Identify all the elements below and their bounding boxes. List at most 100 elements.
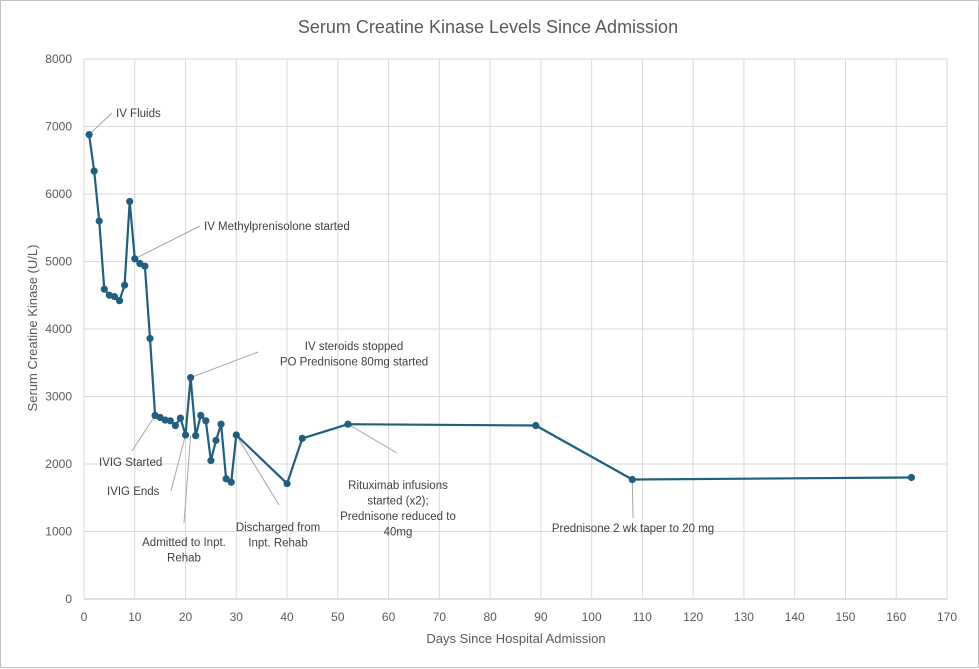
data-point: [141, 262, 149, 270]
data-point: [176, 414, 185, 422]
data-point: [171, 421, 179, 430]
data-point: [166, 417, 174, 425]
annotation-label: Admitted to Inpt. Rehab: [142, 537, 226, 565]
series-line: [88, 134, 912, 485]
annotation-line: Discharged from: [236, 522, 320, 534]
y-tick-label: 0: [65, 592, 72, 606]
x-tick-label: 80: [483, 610, 497, 624]
y-tick-label: 4000: [45, 322, 72, 336]
annotation-label: IV Fluids: [116, 108, 161, 120]
annotation-label: IV Methylprenisolone started: [204, 221, 350, 233]
data-point: [187, 374, 195, 382]
annotations: IV Fluids IV Methylprenisolone started IV …: [99, 108, 714, 565]
data-point: [146, 334, 154, 343]
annotation-line: Rehab: [167, 553, 201, 565]
annotation-leader: [88, 112, 113, 135]
annotation-line: Rituximab infusions: [348, 480, 448, 492]
data-point: [344, 420, 352, 428]
annotation-leader: [190, 351, 259, 379]
y-axis-title: Serum Creatine Kinase (U/L): [25, 245, 40, 412]
annotation-leaders: [88, 112, 634, 524]
annotation-leader: [631, 479, 634, 519]
data-point: [232, 431, 240, 439]
data-series: [85, 131, 916, 488]
x-tick-label: 90: [534, 610, 548, 624]
annotation-line: started (x2);: [367, 496, 428, 508]
x-tick-label: 130: [734, 610, 754, 624]
annotation-leader: [235, 434, 280, 506]
y-tick-labels: 0 1000 2000 3000 4000 5000 6000 7000 8000: [45, 52, 72, 606]
annotation-label: IVIG Ends: [107, 486, 160, 498]
data-point: [532, 421, 540, 430]
chart-title: Serum Creatine Kinase Levels Since Admis…: [298, 17, 678, 37]
data-point: [197, 411, 205, 419]
x-tick-label: 0: [81, 610, 88, 624]
annotation-line: IV Methylprenisolone started: [204, 221, 350, 233]
x-tick-labels: 0 10 20 30 40 50 60 70 80 90 100 110 120 130 140 150 160…: [81, 610, 958, 624]
x-axis-title: Days Since Hospital Admission: [426, 631, 605, 646]
x-tick-label: 20: [179, 610, 193, 624]
y-tick-label: 3000: [45, 390, 72, 404]
data-point: [126, 197, 134, 206]
x-tick-label: 160: [886, 610, 906, 624]
data-point: [217, 420, 225, 428]
y-tick-label: 5000: [45, 255, 72, 269]
annotation-label: Rituximab infusions started (x2); Predniso…: [340, 480, 456, 539]
annotation-leader: [183, 435, 192, 524]
annotation-label: IVIG Started: [99, 457, 162, 469]
annotation-line: Prednisone 2 wk taper to 20 mg: [552, 523, 714, 535]
data-point: [227, 478, 235, 486]
annotation-line: IV steroids stopped: [305, 341, 403, 353]
x-tick-label: 10: [128, 610, 142, 624]
annotation-label: Discharged from Inpt. Rehab: [236, 522, 320, 550]
data-point: [212, 436, 220, 444]
y-tick-label: 6000: [45, 187, 72, 201]
data-point: [100, 285, 108, 293]
data-point: [115, 297, 124, 305]
y-tick-label: 1000: [45, 525, 72, 539]
annotation-line: PO Prednisone 80mg started: [280, 357, 428, 369]
annotation-line: Inpt. Rehab: [248, 538, 307, 550]
gridlines: [83, 58, 948, 600]
data-point: [95, 217, 103, 225]
data-point: [283, 479, 291, 488]
data-point: [181, 431, 190, 439]
annotation-leader: [131, 415, 156, 452]
x-tick-label: 100: [582, 610, 602, 624]
data-point: [907, 473, 916, 482]
data-point: [222, 475, 230, 483]
data-point: [110, 293, 119, 301]
annotation-leader: [170, 434, 187, 492]
x-tick-label: 150: [835, 610, 855, 624]
data-point: [628, 475, 636, 484]
x-tick-label: 120: [683, 610, 703, 624]
x-tick-label: 170: [937, 610, 957, 624]
annotation-line: IVIG Started: [99, 457, 162, 469]
annotation-leader: [347, 423, 398, 454]
annotation-line: Admitted to Inpt.: [142, 537, 226, 549]
x-tick-label: 140: [785, 610, 805, 624]
data-point: [192, 432, 200, 440]
y-tick-label: 7000: [45, 120, 72, 134]
data-point: [121, 281, 129, 289]
data-point: [85, 131, 93, 139]
annotation-line: IVIG Ends: [107, 486, 160, 498]
data-point: [131, 255, 139, 263]
annotation-label: IV steroids stopped PO Prednisone 80mg st…: [280, 341, 428, 369]
x-tick-label: 60: [382, 610, 396, 624]
annotation-label: Prednisone 2 wk taper to 20 mg: [552, 523, 714, 535]
y-tick-label: 8000: [45, 52, 72, 66]
data-point: [298, 434, 306, 442]
x-tick-label: 30: [230, 610, 244, 624]
x-tick-label: 110: [633, 610, 652, 624]
y-tick-label: 2000: [45, 457, 72, 471]
annotation-line: 40mg: [384, 527, 413, 539]
x-tick-label: 40: [280, 610, 294, 624]
annotation-leader: [134, 225, 201, 260]
x-tick-label: 70: [433, 610, 447, 624]
data-point: [202, 417, 210, 425]
data-point: [90, 167, 98, 175]
x-tick-label: 50: [331, 610, 345, 624]
